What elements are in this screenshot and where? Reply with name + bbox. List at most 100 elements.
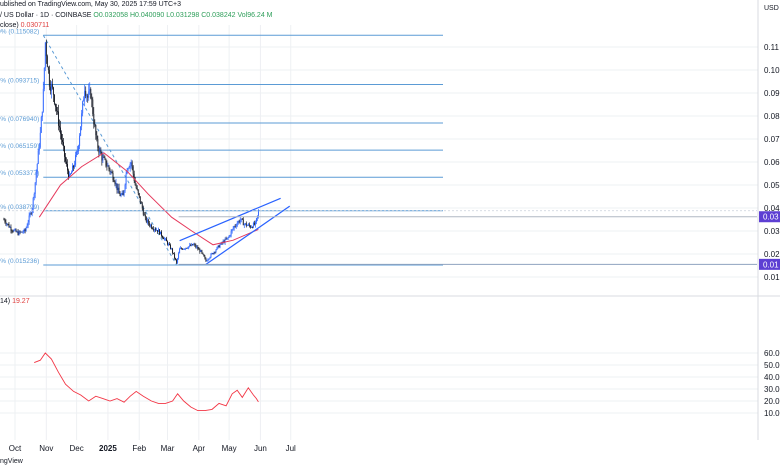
candle-body [11,230,13,232]
candle-body [97,139,99,148]
fib-level-label: 0.00% (0.015236) [0,258,39,265]
candle-body [193,244,195,246]
candle-body [45,42,47,57]
candle-body [168,243,169,245]
candle-body [128,167,130,169]
rsi-tick-label: 30.00 [764,385,780,394]
candle-body [219,244,221,248]
candle-body [195,244,197,248]
wedge-upper-line [179,197,281,242]
time-tick-label: 2025 [99,444,117,453]
candle-body [44,42,46,68]
candle-body [217,245,219,248]
fib-level-label: 100.00% (0.115082) [0,28,39,35]
candle-body [107,165,109,167]
ma-label: close) [0,22,19,29]
candle-body [24,229,26,232]
candle-body [249,225,251,228]
candle-body [150,224,152,229]
candle-body [26,225,28,228]
candle-body [238,221,240,223]
candle-body [146,219,148,222]
candle-body [61,133,62,140]
time-tick-label: Jun [254,444,267,453]
candle-body [133,173,135,182]
candle-body [63,142,64,147]
candle-body [102,156,104,161]
axes: 0.110.100.090.080.070.060.050.040.030.02… [0,0,780,453]
candle-body [81,113,83,127]
candle-body [230,231,232,236]
candle-body [246,225,248,227]
candle-body [7,223,9,225]
candle-body [160,231,161,235]
rsi-tick-label: 20.00 [764,397,780,406]
candle-body [199,249,201,252]
price-badge-label: 0.03 [763,213,779,222]
candle-body [213,251,215,254]
candle-body [232,228,234,230]
candle-body [138,193,140,197]
wedge-lower-line [205,205,291,265]
candle-body [242,219,244,226]
candle-body [19,231,21,233]
candle-body [187,248,189,249]
price-tick-label: 0.09 [764,89,780,98]
candle-body [40,117,42,133]
candle-body [179,248,181,254]
rsi-tick-label: 40.00 [764,373,780,382]
candle-body [183,248,185,250]
candle-body [139,196,141,203]
candle-body [96,135,98,140]
candle-body [91,98,93,100]
candle-body [23,229,25,233]
candle-body [124,184,126,191]
candle-body [127,168,129,170]
candle-body [241,218,243,220]
rsi-header: 14) 19.27 [0,298,30,305]
candle-body [53,94,55,104]
candle-body [172,248,174,253]
candle-body [106,165,108,167]
ohlc-low: L0.031298 [166,12,200,19]
candle-body [79,135,81,146]
candle-body [245,223,247,226]
price-tick-label: 0.07 [764,135,780,144]
candle-body [131,162,133,167]
candle-body [248,224,250,226]
candle-body [17,231,19,235]
rsi-tick-label: 10.00 [764,409,780,418]
price-badge-bg [759,211,780,223]
candle-body [38,147,40,151]
candle-body [50,84,52,91]
candle-body [165,238,166,240]
candle-body [48,70,50,87]
candle-body [31,209,33,214]
candle-body [66,161,67,165]
candle-body [208,258,210,260]
candle-body [100,149,102,154]
rsi-label: 14) [0,298,11,305]
candle-body [52,87,54,95]
time-tick-label: Mar [161,444,175,453]
candle-body [117,187,119,191]
candle-body [206,260,208,262]
candle-body [69,174,70,178]
candle-body [228,235,230,238]
time-tick-label: Feb [132,444,146,453]
candle-body [251,227,253,228]
price-tick-label: 0.10 [764,66,780,75]
candle-body [216,247,218,250]
price-tick-label: 0.01 [764,273,780,282]
candle-body [30,213,32,215]
candle-body [229,235,231,237]
candle-body [27,222,29,226]
candle-body [73,165,75,168]
candle-body [194,244,196,246]
candle-body [237,221,239,224]
candle-body [9,227,11,228]
rsi-tick-label: 50.00 [764,361,780,370]
time-tick-label: Nov [39,444,53,453]
candle-body [214,251,216,253]
